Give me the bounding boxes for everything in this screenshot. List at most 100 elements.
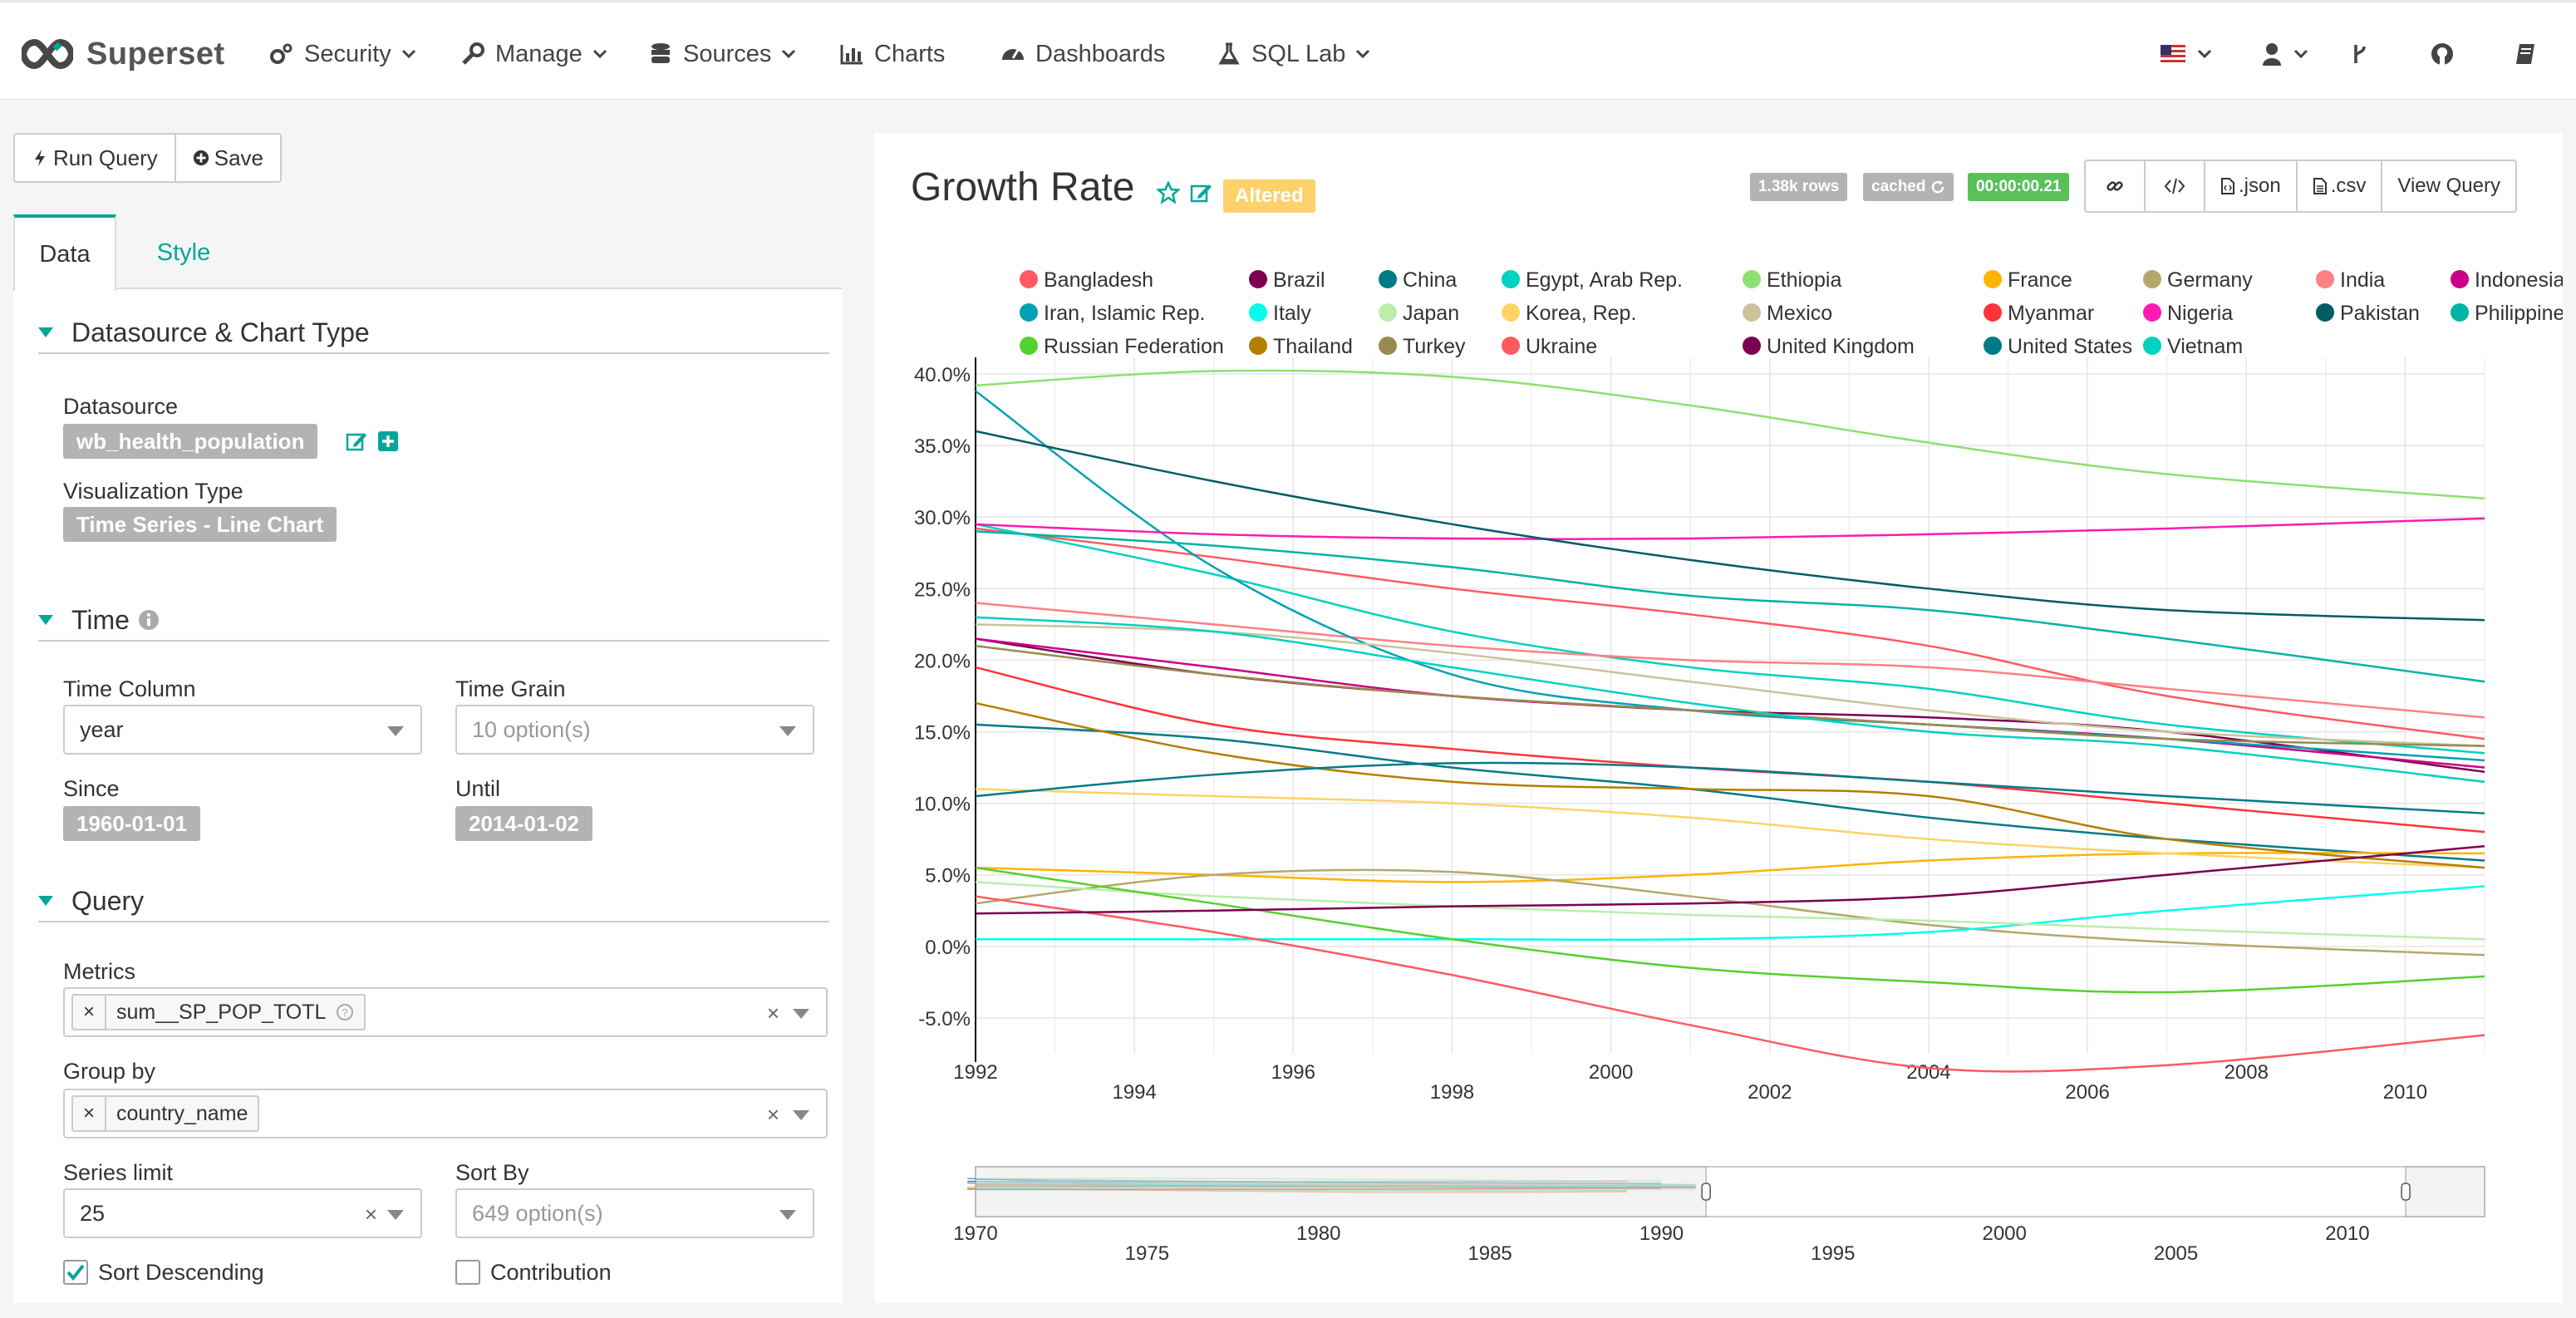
query-section-header[interactable]: Query [38,881,829,922]
range-tick-label: 2005 [2154,1242,2198,1265]
legend-item[interactable]: India [2316,268,2385,292]
edit-datasource-icon[interactable] [346,430,367,452]
range-handle[interactable] [1701,1183,1711,1201]
series-limit-select[interactable]: 25 × [63,1188,422,1238]
legend-item[interactable]: Nigeria [2143,302,2233,325]
clear-metrics-icon[interactable]: × [766,1001,779,1025]
x-tick-label: 2010 [2383,1081,2427,1104]
export-json-button[interactable]: .json [2204,161,2296,211]
range-handle[interactable] [2401,1183,2411,1201]
remove-tag-icon[interactable]: × [73,1097,106,1130]
legend-item[interactable]: Pakistan [2316,302,2420,325]
query-section-title: Query [71,885,145,916]
visualization-type-value[interactable]: Time Series - Line Chart [63,507,337,542]
legend-item[interactable]: United States [1984,335,2132,358]
export-csv-button[interactable]: .csv [2295,161,2382,211]
caret-down-icon [793,1110,809,1120]
altered-label[interactable]: Altered [1223,180,1315,213]
cached-badge[interactable]: cached [1863,173,1954,201]
legend-item[interactable]: Ethiopia [1743,268,1841,292]
legend-swatch [1249,303,1267,322]
time-column-select[interactable]: year [63,705,422,755]
nav-sql-lab[interactable]: SQL Lab [1217,36,1370,72]
nav-dashboards[interactable]: Dashboards [1000,36,1165,72]
nav-manage-label: Manage [495,40,583,67]
sort-by-select[interactable]: 649 option(s) [455,1188,814,1238]
x-tick-label: 1992 [953,1061,997,1084]
language-menu[interactable] [2161,36,2212,72]
tab-style[interactable]: Style [156,239,211,266]
legend-item[interactable]: France [1984,268,2072,292]
legend-item[interactable]: Thailand [1249,335,1353,358]
legend-item[interactable]: Indonesia [2451,268,2563,292]
brand[interactable]: Superset [22,29,225,79]
datasource-section-header[interactable]: Datasource & Chart Type [38,312,829,354]
time-grain-select[interactable]: 10 option(s) [455,705,814,755]
legend-label: China [1403,268,1457,292]
legend-item[interactable]: Bangladesh [1020,268,1153,292]
user-menu[interactable] [2262,36,2308,72]
time-section-title: Time [71,604,130,635]
tab-data[interactable]: Data [13,214,116,291]
contribution-checkbox[interactable] [455,1260,480,1285]
time-section-header[interactable]: Time [38,600,829,642]
group-by-select[interactable]: × country_name × [63,1089,828,1138]
legend-item[interactable]: Myanmar [1984,302,2094,325]
legend-swatch [1502,303,1520,322]
chart-title[interactable]: Growth Rate [911,165,1135,209]
legend-item[interactable]: Korea, Rep. [1502,302,1636,325]
legend-item[interactable]: Mexico [1743,302,1832,325]
github-link[interactable] [2430,36,2455,72]
version-link[interactable] [2352,36,2368,72]
view-query-button[interactable]: View Query [2381,161,2515,211]
sort-descending-checkbox[interactable] [63,1260,88,1285]
legend-item[interactable]: Germany [2143,268,2253,292]
documentation-link[interactable] [2515,36,2536,72]
nav-charts[interactable]: Charts [839,36,945,72]
since-value[interactable]: 1960-01-01 [63,806,200,841]
legend-item[interactable]: Russian Federation [1020,335,1224,358]
remove-tag-icon[interactable]: × [73,996,106,1029]
nav-sources[interactable]: Sources [648,36,796,72]
legend-swatch [2451,303,2469,322]
share-link-button[interactable] [2086,161,2144,211]
legend-item[interactable]: Japan [1379,302,1459,325]
legend-item[interactable]: Vietnam [2143,335,2243,358]
legend-label: Turkey [1403,335,1466,358]
legend-item[interactable]: China [1379,268,1457,292]
legend-item[interactable]: Brazil [1249,268,1325,292]
legend-item[interactable]: Egypt, Arab Rep. [1502,268,1683,292]
datasource-value[interactable]: wb_health_population [63,424,318,459]
chevron-down-icon [401,49,415,59]
legend-item[interactable]: Ukraine [1502,335,1597,358]
embed-code-button[interactable] [2144,161,2204,211]
nav-security[interactable]: Security [269,36,416,72]
until-value[interactable]: 2014-01-02 [455,806,592,841]
metrics-select[interactable]: × sum__SP_POP_TOTL ? × [63,987,828,1037]
sort-descending-label: Sort Descending [98,1260,264,1285]
legend-swatch [1743,337,1761,355]
save-button[interactable]: Save [174,135,280,181]
clear-series-limit-icon[interactable]: × [364,1202,377,1227]
metric-tag-label: sum__SP_POP_TOTL [116,1000,327,1024]
series-line [975,666,2485,834]
nav-manage[interactable]: Manage [460,36,607,72]
add-datasource-icon[interactable] [377,430,399,452]
edit-icon[interactable] [1190,181,1213,204]
legend-swatch [1020,270,1038,288]
run-query-button[interactable]: Run Query [15,135,175,181]
legend-item[interactable]: Iran, Islamic Rep. [1020,302,1206,325]
star-icon[interactable] [1157,181,1180,204]
bolt-icon [35,150,45,166]
y-tick-label: 5.0% [925,865,971,888]
info-circle-icon[interactable] [138,609,160,631]
x-tick-label: 2006 [2065,1081,2109,1104]
series-line [975,761,2485,814]
legend-item[interactable]: Philippines [2451,302,2563,325]
question-circle-icon[interactable]: ? [336,1003,354,1021]
legend-item[interactable]: Italy [1249,302,1311,325]
nav-charts-label: Charts [874,40,946,67]
legend-item[interactable]: Turkey [1379,335,1466,358]
legend-item[interactable]: United Kingdom [1743,335,1915,358]
clear-group-by-icon[interactable]: × [766,1102,779,1127]
